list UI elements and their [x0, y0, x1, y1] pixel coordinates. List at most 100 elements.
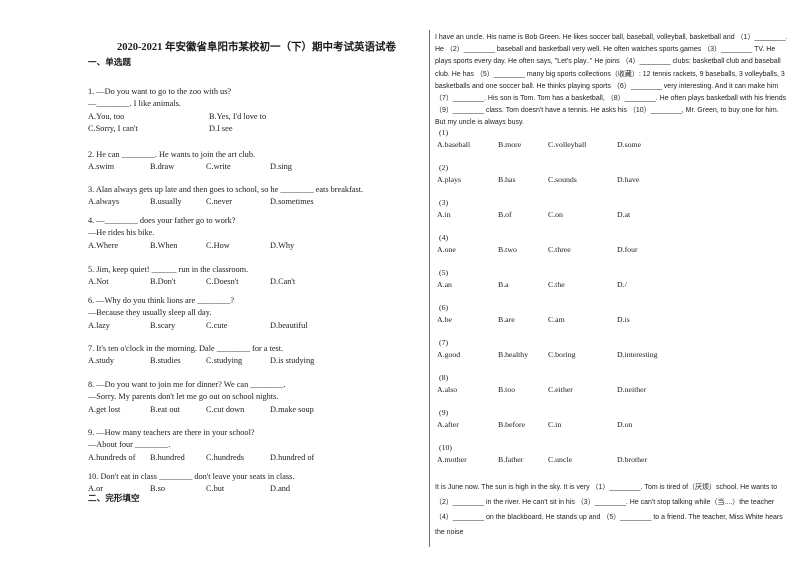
option-b: B.hundred [150, 452, 185, 462]
question-block: 7. It's ten o'clock in the morning. Dale… [88, 343, 428, 368]
option-d: D.have [617, 175, 640, 185]
option-b: B.scary [150, 320, 176, 330]
option-b: B.has [498, 175, 516, 185]
option-b: B.studies [150, 356, 181, 366]
option-row: A.hundreds of B.hundred C.hundreds D.hundre… [88, 452, 428, 464]
cloze-item: (1) A.baseball B.more C.volleyball D.some [437, 127, 777, 152]
option-d: D.is studying [270, 356, 315, 366]
option-row: A.always B.usually C.never D.sometimes [88, 196, 428, 208]
question-text-line: 2. He can ________. He wants to join the… [88, 150, 256, 159]
cloze-item: (9) A.after B.before C.in D.on [437, 407, 777, 432]
option-row: A.one B.two C.three D.four [437, 244, 777, 256]
option-a: A.always [88, 197, 120, 207]
option-b: B.of [498, 210, 512, 220]
question-block: 8. —Do you want to join me for dinner? W… [88, 379, 428, 416]
question-block: 9. —How many teachers are there in your … [88, 427, 428, 464]
question-text-line: 3. Alan always gets up late and then goe… [88, 185, 364, 194]
option-a: A.lazy [88, 320, 110, 330]
question-text-line: —Sorry. My parents don't let me go out o… [88, 392, 279, 402]
question-block: 10. Don't eat in class ________ don't le… [88, 471, 428, 496]
question-text-line: 6. —Why do you think lions are ________? [88, 296, 235, 305]
option-row: A.study B.studies C.studying D.is studying [88, 355, 428, 367]
option-row: A.Not B.Don't C.Doesn't D.Can't [88, 276, 428, 288]
question-block: 3. Alan always gets up late and then goe… [88, 184, 428, 209]
question-text-line: —About four ________. [88, 440, 171, 450]
option-b: B.draw [150, 162, 175, 172]
cloze-item-number: (5) [439, 268, 449, 277]
option-c: C.Sorry, I can't [88, 123, 138, 133]
question-text-line: 9. —How many teachers are there in your … [88, 428, 255, 437]
question-text-line: 7. It's ten o'clock in the morning. Dale… [88, 344, 284, 353]
cloze-item-number: (9) [439, 408, 449, 417]
question-text-line: 8. —Do you want to join me for dinner? W… [88, 380, 286, 389]
option-d: D.hundred of [270, 452, 315, 462]
question-text-line: 5. Jim, keep quiet! ______ run in the cl… [88, 265, 249, 274]
option-b: B.Don't [150, 277, 176, 287]
option-row: A.Where B.When C.How D.Why [88, 240, 428, 252]
option-c: C.write [206, 162, 231, 172]
option-b: B.healthy [498, 350, 529, 360]
option-c: C.boring [548, 350, 576, 360]
option-b: B.When [150, 240, 178, 250]
cloze-item: (8) A.also B.too C.either D.neither [437, 372, 777, 397]
option-b: B.more [498, 140, 522, 150]
option-row: C.Sorry, I can't D.I see [88, 123, 428, 135]
option-c: C.studying [206, 356, 243, 366]
option-d: D.and [270, 484, 291, 494]
option-d: D.Why [270, 240, 295, 250]
option-d: D.brother [617, 455, 648, 465]
cloze-item: (2) A.plays B.has C.sounds D.have [437, 162, 777, 187]
option-row: A.swim B.draw C.write D.sing [88, 161, 428, 173]
option-row: A.in B.of C.on D.at [437, 209, 777, 221]
option-a: A.also [437, 385, 458, 395]
option-b: B.so [150, 484, 165, 494]
option-b: B.a [498, 280, 509, 290]
option-d: D.sing [270, 162, 292, 172]
option-a: A.after [437, 420, 459, 430]
option-c: C.the [548, 280, 565, 290]
option-a: A.You, too [88, 111, 125, 121]
cloze-item-number: (3) [439, 198, 449, 207]
option-c: C.uncle [548, 455, 573, 465]
option-c: C.volleyball [548, 140, 587, 150]
cloze-item: (4) A.one B.two C.three D.four [437, 232, 777, 257]
question-block: 4. —________ does your father go to work… [88, 215, 428, 252]
cloze-passage-1: I have an uncle. His name is Bob Green. … [435, 34, 788, 127]
option-b: B.too [498, 385, 516, 395]
cloze-item-number: (10) [439, 443, 452, 452]
option-d: D.Can't [270, 277, 296, 287]
option-a: A.hundreds of [88, 452, 136, 462]
option-a: A.Where [88, 240, 119, 250]
option-c: C.How [206, 240, 230, 250]
option-d: D.at [617, 210, 631, 220]
option-b: B.two [498, 245, 517, 255]
option-a: A.be [437, 315, 452, 325]
option-d: D.four [617, 245, 638, 255]
cloze-item-number: (6) [439, 303, 449, 312]
option-d: D.neither [617, 385, 647, 395]
cloze-item-number: (1) [439, 128, 449, 137]
option-a: A.get lost [88, 404, 121, 414]
option-b: B.usually [150, 197, 182, 207]
option-a: A.one [437, 245, 456, 255]
question-text-line: —Because they usually sleep all day. [88, 308, 212, 318]
question-text-line: 1. —Do you want to go to the zoo with us… [88, 87, 232, 96]
question-text-line: —He rides his bike. [88, 228, 155, 238]
option-c: C.cut down [206, 404, 245, 414]
option-c: C.either [548, 385, 573, 395]
option-d: D.I see [209, 123, 233, 133]
cloze-item-number: (8) [439, 373, 449, 382]
option-row: A.lazy B.scary C.cute D.beautiful [88, 320, 428, 332]
option-c: C.hundreds [206, 452, 245, 462]
option-row: A.an B.a C.the D./ [437, 279, 777, 291]
question-block: 2. He can ________. He wants to join the… [88, 149, 428, 174]
question-text-line: —________. I like animals. [88, 99, 181, 109]
exam-title: 2020-2021 年安徽省阜阳市某校初一（下）期中考试英语试卷 [116, 42, 397, 53]
option-c: C.am [548, 315, 565, 325]
option-a: A.Not [88, 277, 109, 287]
option-a: A.or [88, 484, 103, 494]
option-d: D.sometimes [270, 197, 314, 207]
option-d: D.interesting [617, 350, 658, 360]
section-header-single-choice: 一、单选题 [88, 57, 131, 67]
